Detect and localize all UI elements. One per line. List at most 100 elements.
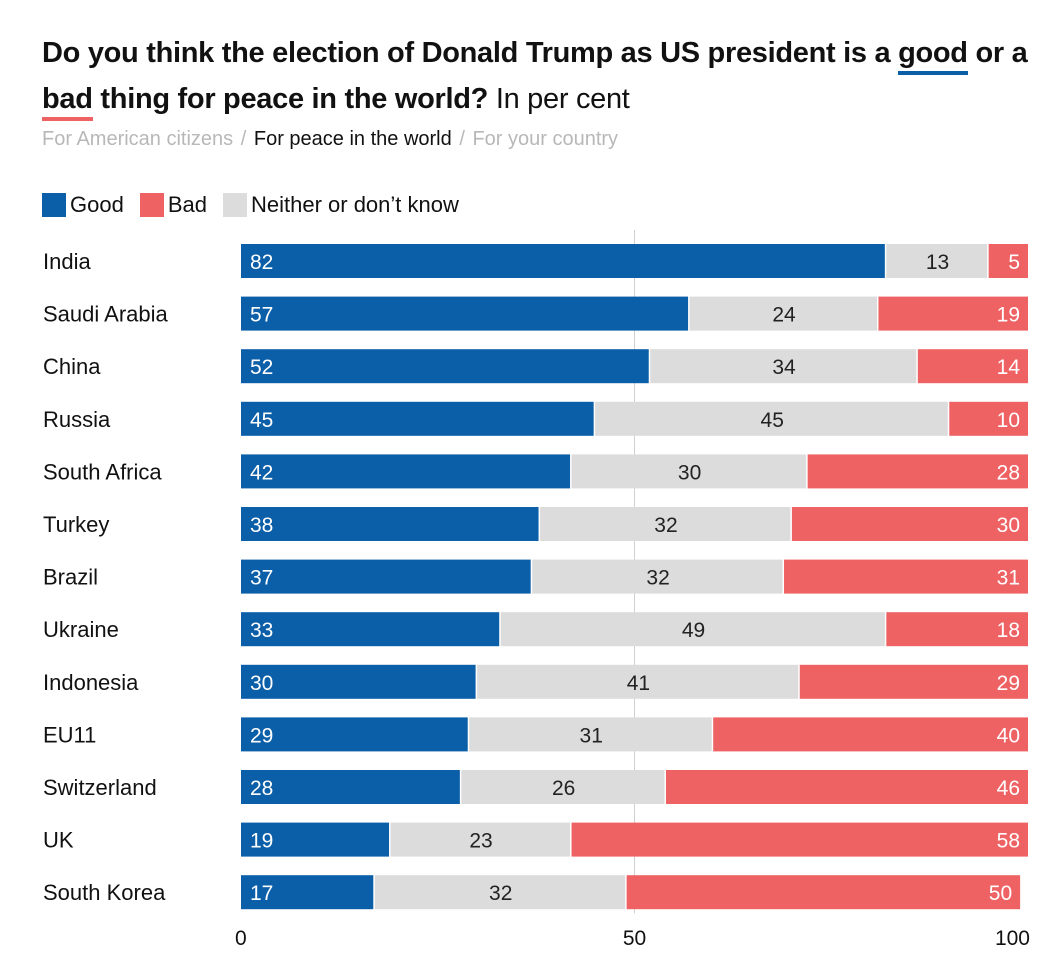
title-good-word: good (898, 37, 968, 75)
stacked-bar-chart: India 82 13 5 Saudi Arabia 57 24 19 China 52 34 14 R… (43, 230, 1030, 950)
bar-bad (626, 875, 1021, 910)
bar-good (241, 717, 468, 752)
legend-swatch-neither (222, 193, 247, 217)
data-label-bad: 28 (997, 461, 1020, 484)
data-label-bad: 18 (997, 619, 1020, 642)
category-label: South Africa (43, 459, 162, 484)
category-label: Turkey (43, 512, 109, 537)
category-label: Switzerland (43, 775, 157, 800)
bar-neither (469, 717, 712, 752)
legend-label-good: Good (70, 192, 124, 217)
bar-neither (571, 454, 807, 489)
category-label: Ukraine (43, 617, 119, 642)
data-label-neither: 45 (761, 409, 784, 432)
data-label-neither: 41 (627, 672, 650, 695)
bar-bad (784, 559, 1028, 594)
bar-good (241, 612, 500, 647)
bar-bad (878, 296, 1028, 331)
category-label: Russia (43, 407, 111, 432)
data-label-bad: 40 (997, 724, 1020, 747)
tab-american-citizens[interactable]: For American citizens (42, 128, 234, 150)
x-tick-label: 0 (235, 927, 247, 950)
title-bad-word: bad (42, 83, 93, 121)
bar-neither (689, 296, 877, 331)
data-label-bad: 5 (1008, 251, 1020, 274)
bar-good (241, 875, 374, 910)
data-label-good: 29 (250, 724, 273, 747)
bar-neither (540, 507, 791, 541)
bar-good (241, 770, 460, 804)
data-label-bad: 14 (997, 356, 1021, 379)
legend-item-good: Good (42, 192, 124, 218)
legend-swatch-good (42, 193, 66, 217)
bar-good (241, 507, 539, 541)
data-label-bad: 50 (989, 882, 1012, 905)
bar-neither (886, 244, 988, 278)
bar-bad (791, 507, 1028, 541)
bar-neither (374, 875, 626, 910)
data-label-bad: 58 (997, 830, 1020, 853)
bar-neither (500, 612, 885, 647)
data-label-neither: 30 (678, 461, 701, 484)
title-text-2: or a (967, 37, 1028, 69)
bar-good (241, 664, 476, 699)
tab-separator: / (459, 128, 465, 150)
bar-neither (595, 401, 948, 436)
bar-good (241, 822, 390, 857)
bar-bad (571, 822, 1028, 857)
data-label-good: 42 (250, 461, 273, 484)
bar-good (241, 454, 571, 489)
title-text-3: thing for peace in the world? (92, 83, 489, 115)
bar-good (241, 244, 885, 278)
category-label: India (43, 249, 91, 274)
data-label-neither: 34 (772, 356, 796, 379)
category-label: Saudi Arabia (43, 302, 169, 327)
title-text-1: Do you think the election of Donald Trum… (42, 37, 899, 69)
bar-neither (477, 664, 799, 699)
data-label-neither: 49 (682, 619, 705, 642)
legend: Good Bad Neither or don’t know (42, 192, 475, 218)
bar-good (241, 559, 531, 594)
data-label-bad: 30 (997, 514, 1020, 537)
data-label-good: 28 (250, 777, 273, 800)
bar-bad (665, 770, 1028, 804)
data-label-neither: 23 (469, 830, 492, 853)
view-tabs: For American citizens / For peace in the… (42, 128, 618, 151)
data-label-bad: 31 (997, 567, 1020, 590)
bar-good (241, 401, 594, 436)
bar-bad (988, 244, 1028, 278)
data-label-neither: 31 (580, 724, 603, 747)
bar-bad (807, 454, 1028, 489)
data-label-good: 38 (250, 514, 273, 537)
data-label-neither: 32 (489, 882, 512, 905)
data-label-good: 33 (250, 619, 273, 642)
data-label-neither: 13 (926, 251, 949, 274)
bar-good (241, 349, 649, 384)
data-label-neither: 32 (654, 514, 677, 537)
data-label-neither: 26 (552, 777, 575, 800)
x-tick-label: 100 (995, 927, 1030, 950)
data-label-bad: 19 (997, 304, 1020, 327)
data-label-good: 57 (250, 304, 273, 327)
data-label-bad: 10 (997, 409, 1020, 432)
bar-bad (949, 401, 1028, 436)
data-label-good: 30 (250, 672, 273, 695)
data-label-good: 45 (250, 409, 273, 432)
chart-title: Do you think the election of Donald Trum… (42, 30, 1032, 122)
bar-neither (390, 822, 571, 857)
tab-separator: / (240, 128, 247, 150)
bar-bad (799, 664, 1028, 699)
data-label-good: 17 (250, 882, 273, 905)
category-label: UK (43, 828, 74, 853)
category-label: EU11 (43, 722, 96, 747)
tab-peace-in-the-world[interactable]: For peace in the world (253, 128, 452, 150)
bar-bad (917, 349, 1028, 384)
bar-neither (461, 770, 665, 804)
legend-label-bad: Bad (167, 192, 207, 217)
category-label: China (43, 354, 101, 379)
tab-your-country[interactable]: For your country (472, 128, 619, 150)
data-label-good: 19 (250, 830, 273, 853)
legend-item-bad: Bad (139, 192, 207, 218)
data-label-good: 82 (250, 251, 273, 274)
category-label: South Korea (43, 880, 166, 905)
